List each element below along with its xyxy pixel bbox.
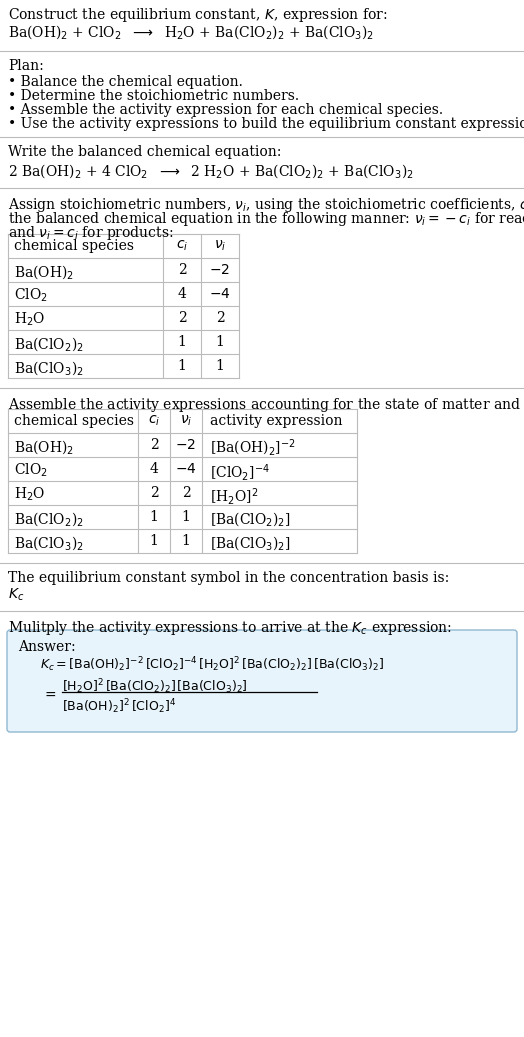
- Text: • Use the activity expressions to build the equilibrium constant expression.: • Use the activity expressions to build …: [8, 117, 524, 131]
- Text: Ba(OH)$_2$: Ba(OH)$_2$: [14, 263, 74, 281]
- Text: $-4$: $-4$: [209, 287, 231, 301]
- Text: $-2$: $-2$: [176, 438, 196, 452]
- Text: chemical species: chemical species: [14, 239, 134, 253]
- Text: [Ba(OH)$_2$]$^{-2}$: [Ba(OH)$_2$]$^{-2}$: [210, 438, 296, 458]
- Text: $-4$: $-4$: [175, 463, 197, 476]
- Text: 1: 1: [178, 359, 187, 373]
- Text: 2: 2: [215, 311, 224, 325]
- Text: Plan:: Plan:: [8, 59, 43, 73]
- Text: 2 Ba(OH)$_2$ + 4 ClO$_2$  $\longrightarrow$  2 H$_2$O + Ba(ClO$_2$)$_2$ + Ba(ClO: 2 Ba(OH)$_2$ + 4 ClO$_2$ $\longrightarro…: [8, 162, 414, 179]
- Text: and $\nu_i = c_i$ for products:: and $\nu_i = c_i$ for products:: [8, 224, 173, 242]
- Text: 1: 1: [215, 359, 224, 373]
- Text: [Ba(ClO$_3$)$_2$]: [Ba(ClO$_3$)$_2$]: [210, 534, 291, 552]
- Text: Assemble the activity expressions accounting for the state of matter and $\nu_i$: Assemble the activity expressions accoun…: [8, 396, 524, 414]
- Text: 2: 2: [150, 486, 158, 500]
- Text: Ba(ClO$_3$)$_2$: Ba(ClO$_3$)$_2$: [14, 534, 84, 552]
- Text: $\nu_i$: $\nu_i$: [180, 414, 192, 428]
- Text: chemical species: chemical species: [14, 414, 134, 428]
- Text: Ba(ClO$_2$)$_2$: Ba(ClO$_2$)$_2$: [14, 335, 84, 353]
- Text: 1: 1: [149, 510, 158, 524]
- Text: Answer:: Answer:: [18, 640, 75, 654]
- Text: 1: 1: [181, 510, 190, 524]
- Text: 2: 2: [178, 311, 187, 325]
- Text: • Balance the chemical equation.: • Balance the chemical equation.: [8, 75, 243, 89]
- Text: $c_i$: $c_i$: [148, 414, 160, 428]
- Text: Assign stoichiometric numbers, $\nu_i$, using the stoichiometric coefficients, $: Assign stoichiometric numbers, $\nu_i$, …: [8, 196, 524, 214]
- Text: Ba(OH)$_2$: Ba(OH)$_2$: [14, 438, 74, 456]
- Text: 2: 2: [178, 263, 187, 277]
- Text: Ba(ClO$_2$)$_2$: Ba(ClO$_2$)$_2$: [14, 510, 84, 528]
- Text: The equilibrium constant symbol in the concentration basis is:: The equilibrium constant symbol in the c…: [8, 571, 449, 585]
- Text: $K_c = [\mathrm{Ba(OH)_2}]^{-2}\,[\mathrm{ClO_2}]^{-4}\,[\mathrm{H_2O}]^2\,[\mat: $K_c = [\mathrm{Ba(OH)_2}]^{-2}\,[\mathr…: [40, 655, 384, 674]
- Text: Write the balanced chemical equation:: Write the balanced chemical equation:: [8, 145, 281, 159]
- Text: 2: 2: [182, 486, 190, 500]
- Text: [ClO$_2$]$^{-4}$: [ClO$_2$]$^{-4}$: [210, 463, 270, 483]
- Text: the balanced chemical equation in the following manner: $\nu_i = -c_i$ for react: the balanced chemical equation in the fo…: [8, 211, 524, 228]
- Text: Mulitply the activity expressions to arrive at the $K_c$ expression:: Mulitply the activity expressions to arr…: [8, 619, 452, 637]
- Text: 1: 1: [181, 534, 190, 548]
- Text: 1: 1: [178, 335, 187, 349]
- Text: 1: 1: [215, 335, 224, 349]
- Text: Ba(ClO$_3$)$_2$: Ba(ClO$_3$)$_2$: [14, 359, 84, 376]
- Text: 4: 4: [178, 287, 187, 301]
- Text: [Ba(ClO$_2$)$_2$]: [Ba(ClO$_2$)$_2$]: [210, 510, 291, 528]
- Text: 4: 4: [149, 463, 158, 476]
- Text: ClO$_2$: ClO$_2$: [14, 287, 48, 305]
- Text: • Assemble the activity expression for each chemical species.: • Assemble the activity expression for e…: [8, 103, 443, 117]
- Text: $c_i$: $c_i$: [176, 239, 188, 253]
- Text: ClO$_2$: ClO$_2$: [14, 463, 48, 479]
- Text: $=$: $=$: [42, 686, 57, 701]
- Text: 2: 2: [150, 438, 158, 452]
- Text: $-2$: $-2$: [210, 263, 231, 277]
- Text: Ba(OH)$_2$ + ClO$_2$  $\longrightarrow$  H$_2$O + Ba(ClO$_2$)$_2$ + Ba(ClO$_3$)$: Ba(OH)$_2$ + ClO$_2$ $\longrightarrow$ H…: [8, 23, 374, 40]
- Text: Construct the equilibrium constant, $K$, expression for:: Construct the equilibrium constant, $K$,…: [8, 6, 388, 24]
- Text: $[\mathrm{H_2O}]^2\,[\mathrm{Ba(ClO_2)_2}]\,[\mathrm{Ba(ClO_3)_2}]$: $[\mathrm{H_2O}]^2\,[\mathrm{Ba(ClO_2)_2…: [62, 677, 248, 696]
- Text: 1: 1: [149, 534, 158, 548]
- Text: H$_2$O: H$_2$O: [14, 311, 45, 329]
- Text: activity expression: activity expression: [210, 414, 343, 428]
- Text: • Determine the stoichiometric numbers.: • Determine the stoichiometric numbers.: [8, 89, 299, 103]
- FancyBboxPatch shape: [7, 630, 517, 732]
- Text: $\nu_i$: $\nu_i$: [214, 239, 226, 253]
- Text: [H$_2$O]$^2$: [H$_2$O]$^2$: [210, 486, 258, 507]
- Text: $[\mathrm{Ba(OH)_2}]^2\,[\mathrm{ClO_2}]^4$: $[\mathrm{Ba(OH)_2}]^2\,[\mathrm{ClO_2}]…: [62, 697, 176, 716]
- Text: $K_c$: $K_c$: [8, 587, 24, 604]
- Text: H$_2$O: H$_2$O: [14, 486, 45, 503]
